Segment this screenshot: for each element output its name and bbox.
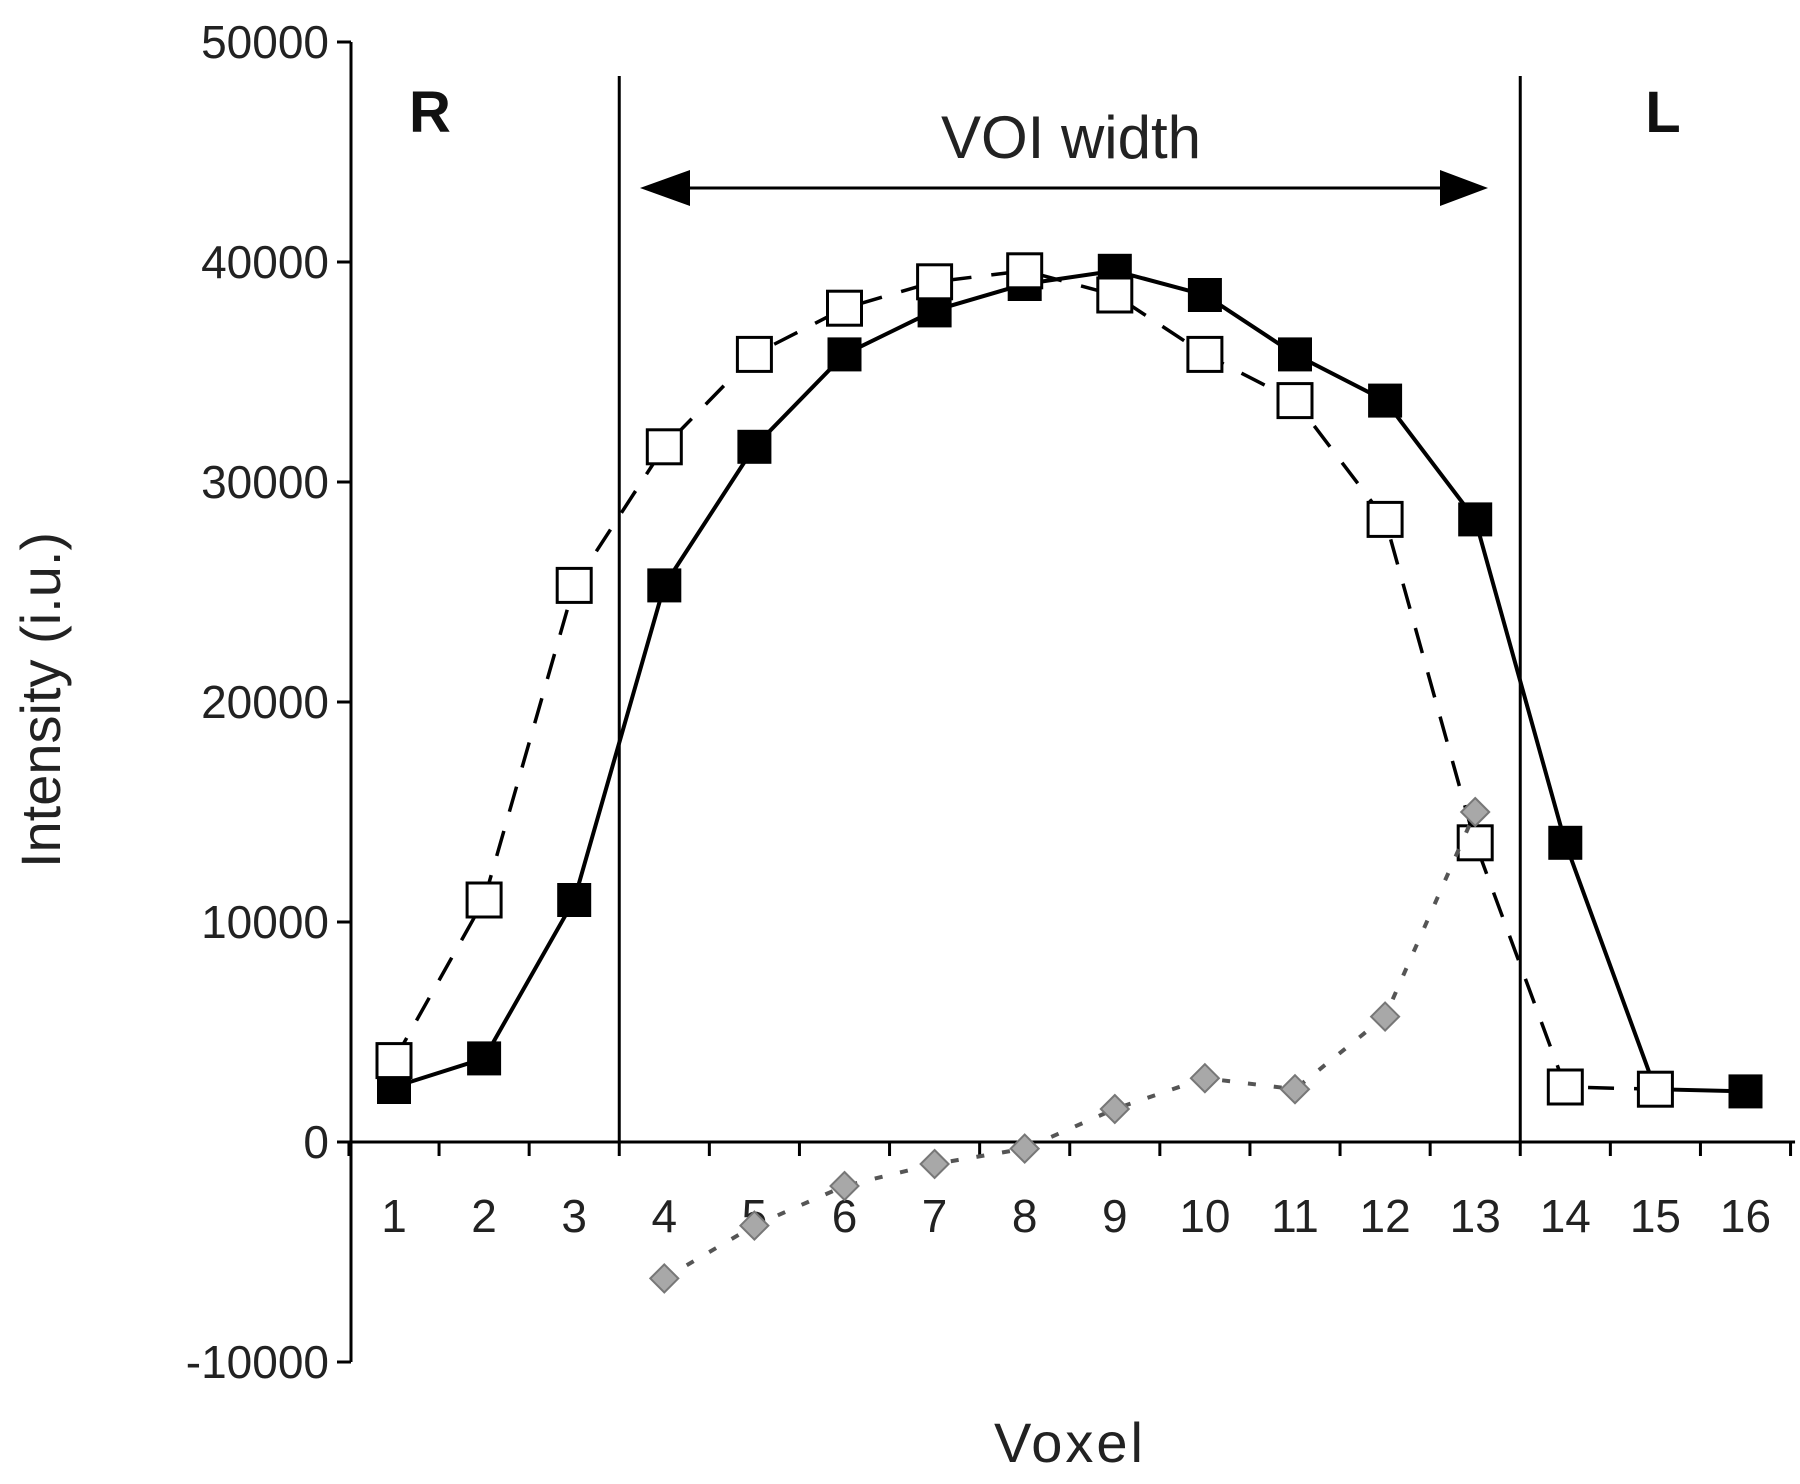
x-tick-label: 9 [1102, 1190, 1128, 1242]
x-tick-label: 7 [922, 1190, 948, 1242]
x-tick-label: 12 [1360, 1190, 1411, 1242]
x-tick-label: 15 [1630, 1190, 1681, 1242]
filled-square-marker [1728, 1074, 1763, 1109]
open-square-marker [735, 335, 773, 373]
open-square-marker [375, 1042, 413, 1080]
x-tick-label: 8 [1012, 1190, 1038, 1242]
gray-diamond-marker [738, 1210, 770, 1242]
voi-annotation [617, 76, 1522, 1142]
series-2-line [392, 269, 1656, 1091]
x-tick-label: 4 [652, 1190, 678, 1242]
filled-square-marker [827, 337, 862, 372]
y-tick-label: 10000 [201, 896, 329, 948]
filled-square-marker [1368, 383, 1403, 418]
open-square-marker [555, 566, 593, 604]
gray-diamond-marker [1369, 1001, 1401, 1033]
y-tick-label: 40000 [201, 236, 329, 288]
voi-arrow-left-head [640, 170, 690, 206]
open-square-marker [1456, 824, 1494, 862]
x-tick-label: 10 [1179, 1190, 1230, 1242]
gray-diamond-marker [648, 1262, 680, 1294]
open-square-marker [1276, 382, 1314, 420]
filled-square-marker [557, 883, 592, 917]
open-square-marker [645, 428, 683, 466]
filled-square-marker [737, 429, 772, 464]
r-label: R [409, 80, 451, 145]
series-3-line [663, 811, 1478, 1281]
open-square-marker [1096, 276, 1134, 314]
filled-square-marker [1187, 278, 1222, 312]
filled-square-marker [1548, 825, 1583, 860]
x-tick-label: 3 [561, 1190, 587, 1242]
x-tick-label: 13 [1450, 1190, 1501, 1242]
x-tick-label: 11 [1271, 1190, 1319, 1242]
y-tick-label: 30000 [201, 456, 329, 508]
gray-diamond-marker [1459, 796, 1491, 828]
x-tick-label: 14 [1540, 1190, 1591, 1242]
l-label: L [1645, 80, 1680, 145]
gray-diamond-marker [1099, 1093, 1131, 1125]
open-square-marker [1186, 335, 1224, 373]
x-tick-label: 2 [471, 1190, 497, 1242]
y-tick-label: 0 [303, 1116, 329, 1168]
filled-square-marker [1458, 502, 1493, 537]
series-group [375, 252, 1763, 1294]
y-tick-label: 50000 [201, 16, 329, 68]
voi-arrow-right-head [1440, 170, 1488, 206]
x-axis-title: Voxel [994, 1411, 1146, 1474]
filled-square-marker [647, 568, 682, 603]
axes: -100000100002000030000400005000012345678… [186, 16, 1796, 1388]
y-tick-label: -10000 [186, 1336, 329, 1388]
filled-square-marker [467, 1041, 502, 1076]
gray-diamond-marker [1279, 1073, 1311, 1105]
gray-diamond-marker [829, 1170, 860, 1202]
filled-square-marker [1278, 337, 1312, 372]
y-tick-label: 20000 [201, 676, 329, 728]
open-square-marker [1366, 500, 1404, 538]
gray-diamond-marker [1009, 1133, 1041, 1165]
y-axis-title: Intensity (i.u.) [9, 532, 72, 868]
x-tick-label: 16 [1720, 1190, 1771, 1242]
open-square-marker [916, 263, 954, 301]
open-square-marker [1546, 1068, 1584, 1106]
series-1-line [393, 268, 1746, 1094]
voi-width-label: VOI width [941, 104, 1201, 171]
open-square-marker [1006, 252, 1044, 290]
x-tick-label: 1 [381, 1190, 407, 1242]
gray-diamond-marker [919, 1148, 951, 1180]
open-square-marker [465, 881, 503, 919]
open-square-marker [826, 289, 863, 327]
open-square-marker [1636, 1070, 1674, 1108]
gray-diamond-marker [1189, 1062, 1221, 1094]
